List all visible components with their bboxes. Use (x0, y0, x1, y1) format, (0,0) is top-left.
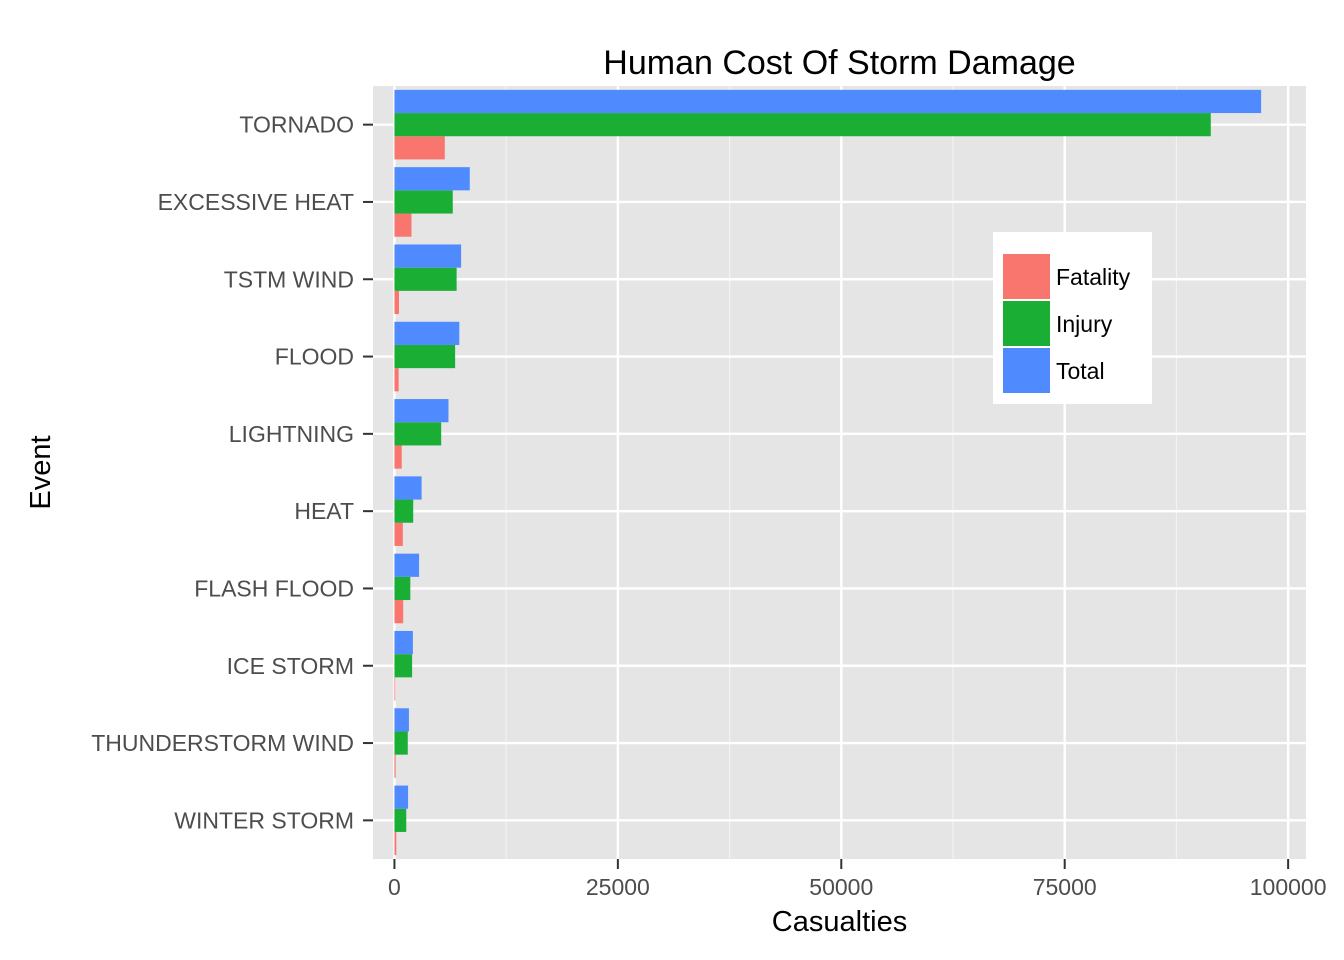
bar-tornado-fatality (394, 136, 445, 160)
bar-tstm-wind-injury (394, 267, 457, 291)
y-tick-label: TSTM WIND (224, 266, 354, 292)
legend-label-injury: Injury (1056, 311, 1113, 337)
x-axis: 0 25000 50000 75000 100000 (388, 859, 1327, 900)
y-tick-label: EXCESSIVE HEAT (158, 189, 354, 215)
y-tick-label: LIGHTNING (229, 421, 354, 447)
x-tick-label: 25000 (586, 874, 650, 900)
bar-flood-total (394, 321, 460, 345)
bar-excessive-heat-injury (394, 190, 453, 214)
y-tick-label: WINTER STORM (174, 807, 354, 833)
bar-excessive-heat-fatality (394, 213, 412, 237)
bar-heat-injury (394, 499, 414, 523)
bar-flash-flood-injury (394, 576, 411, 601)
y-tick-label: FLOOD (275, 344, 354, 370)
bar-winter-storm-injury (394, 808, 407, 832)
y-axis-title: Event (25, 435, 57, 509)
bar-ice-storm-total (394, 630, 413, 655)
bar-tstm-wind-fatality (394, 290, 399, 315)
bar-excessive-heat-total (394, 167, 470, 191)
legend-label-total: Total (1056, 358, 1105, 384)
bar-winter-storm-fatality (394, 831, 397, 856)
x-tick-label: 0 (388, 874, 401, 900)
bar-flash-flood-fatality (394, 600, 404, 624)
y-tick-label: HEAT (294, 498, 354, 524)
bar-thunderstorm-wind-injury (394, 731, 408, 755)
bar-lightning-fatality (394, 445, 402, 469)
y-tick-label: TORNADO (239, 112, 354, 138)
bar-ice-storm-injury (394, 654, 413, 678)
legend-key-fatality (1003, 254, 1050, 299)
bar-flood-injury (394, 344, 456, 369)
x-tick-label: 75000 (1033, 874, 1097, 900)
bar-thunderstorm-wind-total (394, 708, 409, 732)
bar-heat-fatality (394, 522, 403, 546)
bar-thunderstorm-wind-fatality (394, 754, 396, 778)
legend-key-total (1003, 348, 1050, 393)
y-tick-label: ICE STORM (227, 653, 354, 679)
bar-flood-fatality (394, 368, 399, 392)
legend-key-injury (1003, 301, 1050, 346)
bar-flash-flood-total (394, 553, 420, 577)
bar-tornado-total (394, 89, 1262, 114)
legend: Fatality Injury Total (993, 232, 1152, 404)
chart-title: Human Cost Of Storm Damage (603, 44, 1075, 82)
y-tick-label: FLASH FLOOD (194, 575, 354, 601)
x-axis-title: Casualties (772, 906, 907, 938)
x-tick-label: 100000 (1250, 874, 1327, 900)
bar-ice-storm-fatality (394, 677, 396, 701)
legend-label-fatality: Fatality (1056, 264, 1131, 290)
y-tick-label: THUNDERSTORM WIND (91, 730, 354, 756)
bar-tstm-wind-total (394, 244, 462, 268)
bars (394, 89, 1262, 856)
x-tick-label: 50000 (809, 874, 873, 900)
bar-tornado-injury (394, 113, 1211, 137)
minor-gridlines (505, 86, 1178, 859)
plot-panel (373, 86, 1306, 859)
bar-heat-total (394, 476, 422, 500)
y-axis: TORNADO EXCESSIVE HEAT TSTM WIND FLOOD LIGHT… (91, 112, 373, 833)
bar-winter-storm-total (394, 785, 409, 809)
bar-lightning-total (394, 399, 449, 423)
bar-lightning-injury (394, 422, 442, 446)
